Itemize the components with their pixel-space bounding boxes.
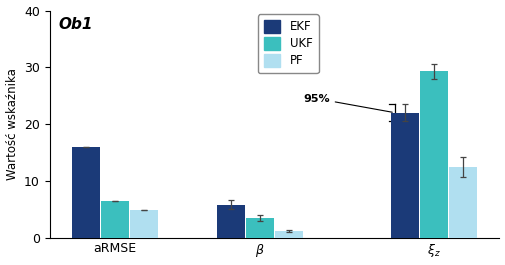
Bar — [420, 71, 448, 238]
Bar — [449, 167, 477, 238]
Bar — [217, 205, 245, 238]
Legend: EKF, UKF, PF: EKF, UKF, PF — [258, 14, 319, 73]
Text: Ob1: Ob1 — [59, 17, 93, 32]
Bar — [275, 231, 303, 238]
Bar — [391, 113, 419, 238]
Text: 95%: 95% — [303, 94, 392, 112]
Bar — [101, 201, 129, 238]
Bar — [246, 218, 274, 238]
Bar — [130, 210, 158, 238]
Bar — [72, 147, 100, 238]
Y-axis label: Wartość wskaźnika: Wartość wskaźnika — [6, 68, 19, 180]
